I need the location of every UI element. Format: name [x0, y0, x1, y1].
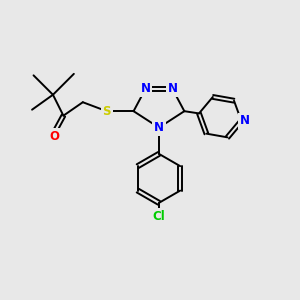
Text: N: N: [240, 114, 250, 128]
Text: N: N: [167, 82, 177, 95]
Text: O: O: [50, 130, 59, 143]
Text: N: N: [154, 121, 164, 134]
Text: S: S: [103, 105, 111, 118]
Text: Cl: Cl: [153, 210, 165, 223]
Text: N: N: [140, 82, 151, 95]
